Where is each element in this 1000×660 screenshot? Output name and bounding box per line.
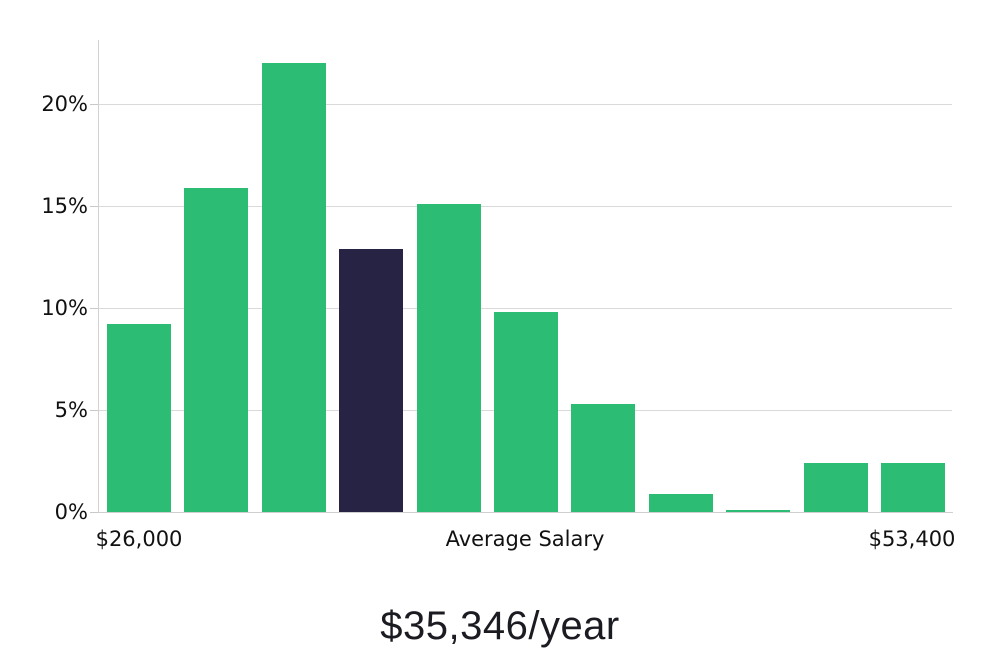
y-tick-label-0%: 0%: [54, 500, 88, 524]
histogram-bar: [184, 188, 249, 512]
histogram-bar: [726, 510, 791, 512]
average-salary-title: $35,346/year: [380, 604, 620, 648]
x-axis-line: [98, 512, 953, 513]
histogram-bar: [494, 312, 558, 512]
histogram-bar: [261, 63, 326, 512]
y-tick-mark: [90, 308, 98, 309]
y-tick-label-20%: 20%: [41, 92, 88, 116]
histogram-bar: [803, 463, 868, 512]
y-tick-mark: [90, 512, 98, 513]
x-axis-label-average-salary: Average Salary: [445, 527, 605, 551]
gridline-20%: [98, 104, 952, 105]
y-axis-line: [98, 40, 99, 513]
histogram-bar: [416, 204, 481, 512]
gridline-10%: [98, 308, 952, 309]
y-tick-label-10%: 10%: [41, 296, 88, 320]
y-tick-mark: [90, 104, 98, 105]
y-tick-label-15%: 15%: [41, 194, 88, 218]
histogram-bar-highlighted: [339, 249, 404, 512]
y-tick-label-5%: 5%: [54, 398, 88, 422]
plot-area: [98, 40, 952, 512]
histogram-bar: [881, 463, 945, 512]
gridline-15%: [98, 206, 952, 207]
x-axis-label-min: $26,000: [95, 527, 183, 551]
y-tick-mark: [90, 410, 98, 411]
histogram-bar: [648, 494, 713, 512]
y-tick-mark: [90, 206, 98, 207]
x-axis-label-max: $53,400: [868, 527, 956, 551]
histogram-bar: [571, 404, 636, 512]
histogram-bar: [107, 324, 171, 512]
